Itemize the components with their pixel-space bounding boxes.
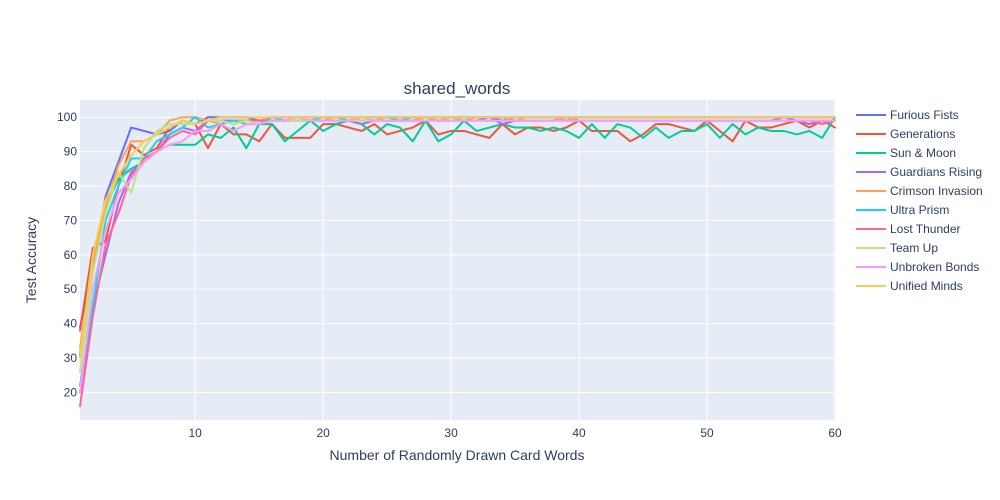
legend-label: Team Up — [890, 241, 938, 255]
legend-item-crimson-invasion[interactable]: Crimson Invasion — [856, 184, 983, 198]
legend-label: Lost Thunder — [890, 222, 961, 236]
legend-item-generations[interactable]: Generations — [856, 127, 955, 141]
legend-item-sun-moon[interactable]: Sun & Moon — [856, 146, 956, 160]
y-tick-label: 70 — [64, 213, 78, 227]
legend-label: Sun & Moon — [890, 146, 956, 160]
legend-item-guardians-rising[interactable]: Guardians Rising — [856, 165, 982, 179]
x-tick-label: 40 — [572, 426, 586, 440]
x-tick-label: 60 — [828, 426, 842, 440]
x-axis-title: Number of Randomly Drawn Card Words — [330, 447, 585, 463]
y-tick-label: 80 — [64, 179, 78, 193]
legend-item-furious-fists[interactable]: Furious Fists — [856, 108, 959, 122]
legend[interactable]: Furious Fists Generations Sun & Moon Guardi… — [856, 108, 983, 293]
y-tick-label: 90 — [64, 145, 78, 159]
legend-item-unbroken-bonds[interactable]: Unbroken Bonds — [856, 260, 979, 274]
plot-area — [80, 100, 835, 420]
series-line-sun-moon — [79, 116, 836, 356]
x-tick-label: 50 — [700, 426, 714, 440]
x-tick-label: 20 — [316, 426, 330, 440]
x-tick-label: 30 — [444, 426, 458, 440]
chart-title: shared_words — [404, 79, 511, 98]
y-axis-title: Test Accuracy — [23, 217, 39, 303]
y-tick-label: 20 — [64, 385, 78, 399]
legend-label: Unified Minds — [890, 279, 963, 293]
y-tick-label: 100 — [57, 110, 77, 124]
legend-item-team-up[interactable]: Team Up — [856, 241, 938, 255]
y-tick-label: 60 — [64, 248, 78, 262]
y-tick-label: 50 — [64, 282, 78, 296]
legend-item-lost-thunder[interactable]: Lost Thunder — [856, 222, 961, 236]
legend-label: Furious Fists — [890, 108, 959, 122]
legend-label: Unbroken Bonds — [890, 260, 979, 274]
series-line-generations — [79, 119, 836, 332]
y-tick-label: 40 — [64, 317, 78, 331]
legend-label: Guardians Rising — [890, 165, 982, 179]
legend-label: Crimson Invasion — [890, 184, 983, 198]
legend-item-unified-minds[interactable]: Unified Minds — [856, 279, 963, 293]
series-line-unified-minds — [79, 116, 836, 360]
legend-item-ultra-prism[interactable]: Ultra Prism — [856, 203, 949, 217]
x-axis-ticks: 10 20 30 40 50 60 — [188, 426, 842, 440]
y-tick-label: 30 — [64, 351, 78, 365]
x-tick-label: 10 — [188, 426, 202, 440]
legend-label: Ultra Prism — [890, 203, 949, 217]
legend-label: Generations — [890, 127, 955, 141]
y-axis-ticks: 20 30 40 50 60 70 80 90 100 — [57, 110, 77, 399]
series-line-unbroken-bonds — [79, 116, 836, 394]
series-lines — [79, 116, 836, 408]
